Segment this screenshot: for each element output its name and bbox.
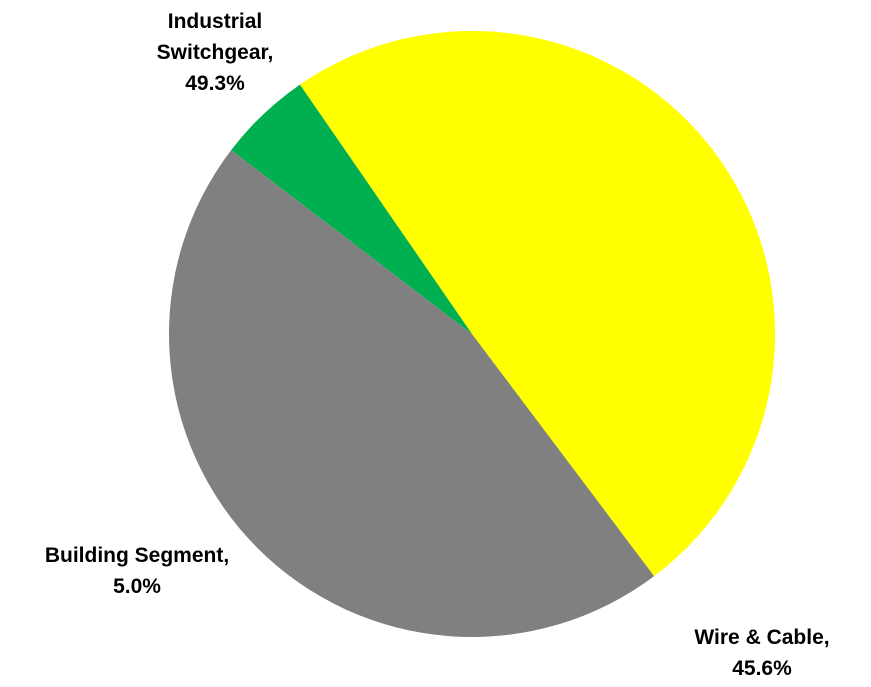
pie-slice-wire-cable [168, 150, 655, 638]
data-label-line: 49.3% [185, 72, 245, 95]
data-label-line: Industrial [167, 10, 263, 33]
data-label-industrial-switchgear: Industrial Switchgear, 49.3% [140, 6, 290, 99]
pie-slice-building-segment [231, 84, 472, 334]
pie-slice-industrial-switchgear [299, 30, 776, 577]
data-label-line: 45.6% [732, 657, 792, 680]
data-label-line: Switchgear, [156, 41, 274, 64]
data-label-line: 5.0% [113, 575, 161, 598]
data-label-line: Wire & Cable, [694, 626, 830, 649]
data-label-building-segment: Building Segment, 5.0% [12, 540, 262, 602]
data-label-wire-cable: Wire & Cable, 45.6% [672, 622, 852, 684]
data-label-line: Building Segment, [44, 544, 230, 567]
